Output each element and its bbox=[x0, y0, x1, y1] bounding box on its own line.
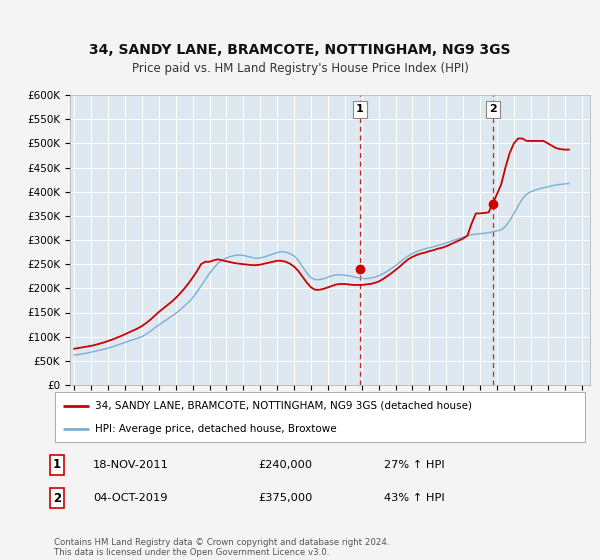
Text: 34, SANDY LANE, BRAMCOTE, NOTTINGHAM, NG9 3GS: 34, SANDY LANE, BRAMCOTE, NOTTINGHAM, NG… bbox=[89, 43, 511, 57]
Text: £240,000: £240,000 bbox=[258, 460, 312, 470]
Text: HPI: Average price, detached house, Broxtowe: HPI: Average price, detached house, Brox… bbox=[95, 423, 337, 433]
Text: £375,000: £375,000 bbox=[258, 493, 313, 503]
Text: 2: 2 bbox=[489, 105, 497, 114]
Text: Price paid vs. HM Land Registry's House Price Index (HPI): Price paid vs. HM Land Registry's House … bbox=[131, 62, 469, 75]
Text: 34, SANDY LANE, BRAMCOTE, NOTTINGHAM, NG9 3GS (detached house): 34, SANDY LANE, BRAMCOTE, NOTTINGHAM, NG… bbox=[95, 400, 472, 410]
Text: 1: 1 bbox=[53, 459, 61, 472]
Text: 1: 1 bbox=[356, 105, 364, 114]
Text: 04-OCT-2019: 04-OCT-2019 bbox=[93, 493, 167, 503]
Text: 2: 2 bbox=[53, 492, 61, 505]
Text: Contains HM Land Registry data © Crown copyright and database right 2024.
This d: Contains HM Land Registry data © Crown c… bbox=[54, 538, 389, 557]
Text: 18-NOV-2011: 18-NOV-2011 bbox=[93, 460, 169, 470]
Text: 27% ↑ HPI: 27% ↑ HPI bbox=[384, 460, 445, 470]
Text: 43% ↑ HPI: 43% ↑ HPI bbox=[384, 493, 445, 503]
